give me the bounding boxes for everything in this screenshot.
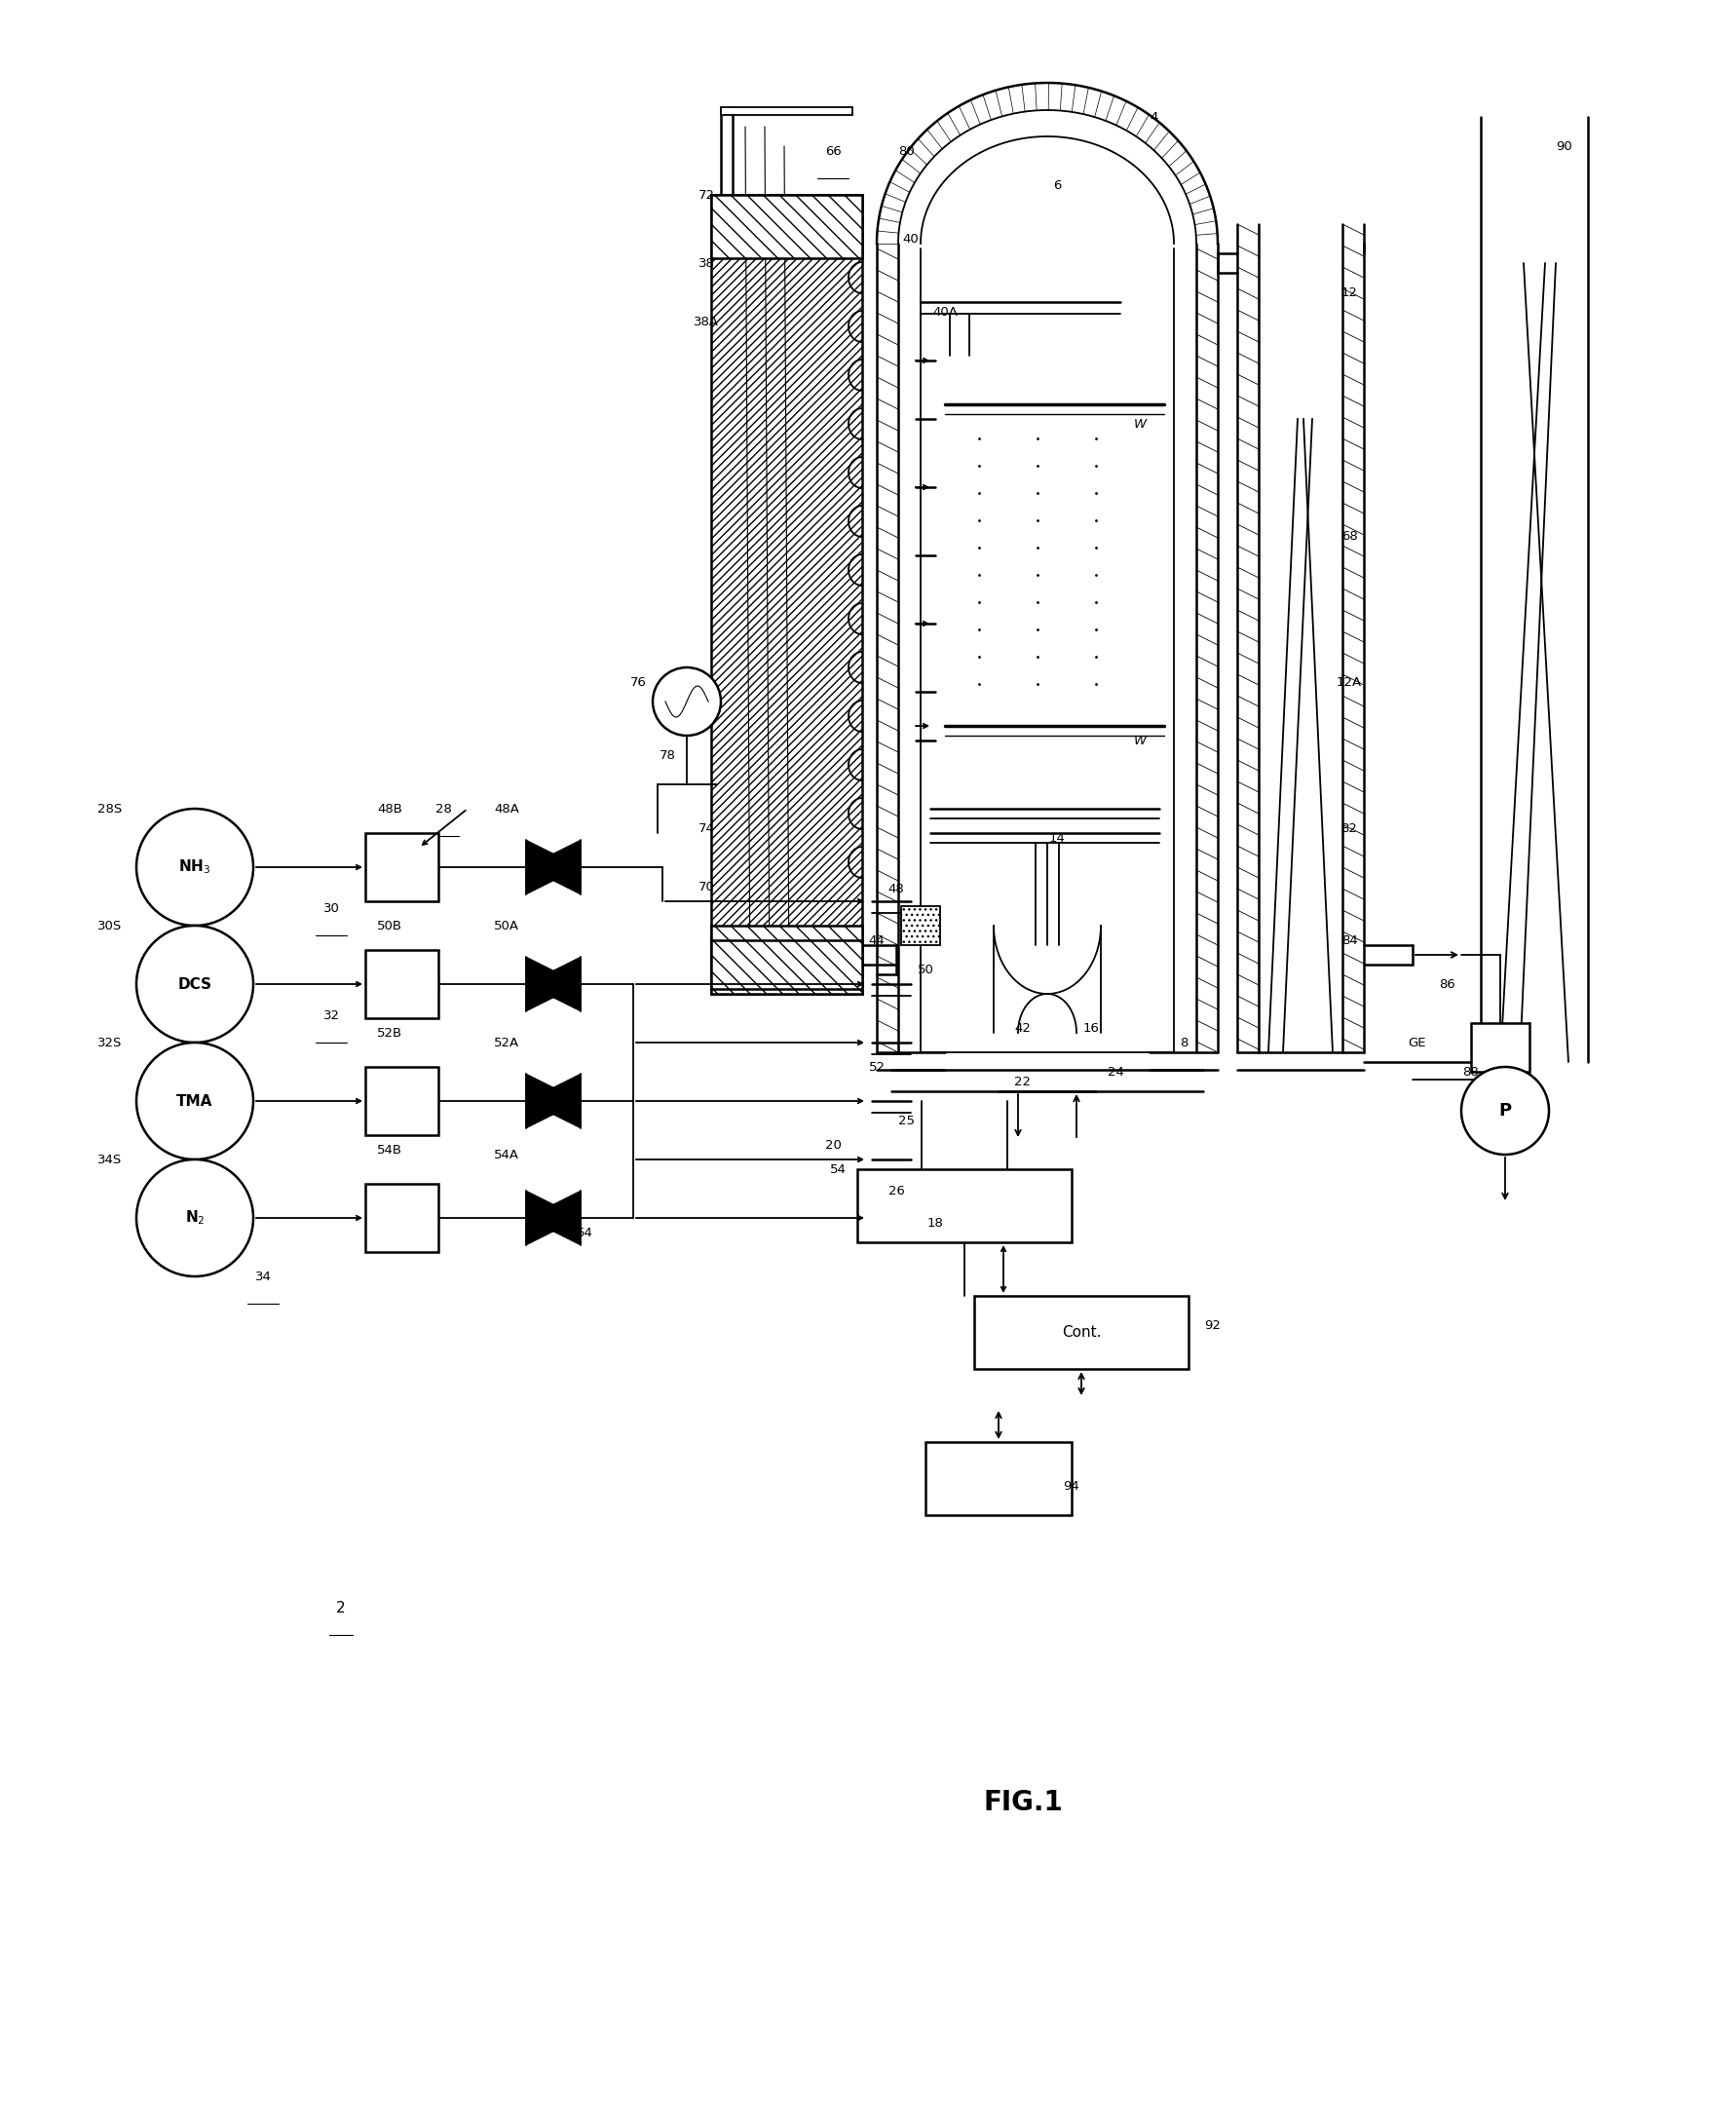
Text: 94: 94 [1064,1480,1080,1493]
Circle shape [653,668,720,736]
Circle shape [137,1159,253,1276]
Bar [365,1068,439,1136]
Circle shape [137,1042,253,1159]
Text: N$_2$: N$_2$ [184,1208,205,1227]
Circle shape [1462,1068,1549,1155]
Polygon shape [526,840,580,895]
Text: 20: 20 [825,1138,842,1151]
Polygon shape [526,1074,580,1127]
Text: 82: 82 [1340,821,1358,834]
Text: 78: 78 [660,749,675,761]
Text: 16: 16 [1083,1021,1099,1034]
Text: TMA: TMA [177,1093,214,1108]
Circle shape [137,808,253,925]
Text: 32S: 32S [97,1036,122,1049]
Text: 38A: 38A [694,315,719,328]
Text: 88: 88 [1463,1066,1479,1078]
Text: 84: 84 [1342,934,1358,947]
Polygon shape [526,1191,580,1244]
Text: 34: 34 [255,1270,271,1283]
Text: 50A: 50A [495,919,519,932]
Bar [858,1170,1071,1242]
Bar [974,1295,1189,1370]
Text: 44: 44 [868,934,885,947]
Polygon shape [526,957,580,1010]
Text: 48A: 48A [495,802,519,815]
Bar [712,925,863,993]
Text: NH$_3$: NH$_3$ [179,857,212,876]
Text: 86: 86 [1439,978,1455,991]
Text: 25: 25 [898,1115,915,1127]
Text: 68: 68 [1342,530,1358,542]
Text: 28S: 28S [97,802,122,815]
Bar [712,196,863,993]
Bar [925,1442,1071,1514]
Text: P: P [1498,1102,1512,1119]
Text: 14: 14 [1049,832,1066,844]
Text: FIG.1: FIG.1 [983,1789,1062,1816]
Text: 42: 42 [1014,1021,1031,1034]
Bar [901,906,941,944]
Text: 54B: 54B [377,1144,403,1157]
Text: 70: 70 [698,881,715,893]
Text: 52B: 52B [377,1027,403,1040]
Polygon shape [526,840,580,895]
Circle shape [137,925,253,1042]
Text: 2: 2 [337,1600,345,1614]
Text: 52: 52 [868,1061,885,1074]
Text: 38: 38 [698,257,715,270]
Text: W: W [1134,734,1146,747]
Bar [712,196,863,257]
Text: 32: 32 [323,1008,340,1021]
Bar [720,106,852,115]
Text: 30S: 30S [97,919,122,932]
Text: 28: 28 [436,802,451,815]
Bar [365,1185,439,1253]
Text: 34S: 34S [97,1153,122,1166]
Text: 24: 24 [1108,1066,1123,1078]
Text: 12A: 12A [1337,676,1363,689]
Text: 72: 72 [698,189,715,202]
Text: 30: 30 [323,902,340,915]
Text: 92: 92 [1205,1319,1220,1332]
Text: 66: 66 [825,145,840,157]
Text: 50B: 50B [377,919,403,932]
Text: 52A: 52A [493,1036,519,1049]
Polygon shape [526,1074,580,1127]
Polygon shape [526,957,580,1010]
Text: 90: 90 [1555,140,1571,153]
Polygon shape [526,1191,580,1244]
Text: 74: 74 [698,821,715,834]
Text: 8: 8 [1179,1036,1187,1049]
Text: 4: 4 [1151,111,1158,123]
Text: 50: 50 [917,964,934,976]
Text: 26: 26 [889,1185,904,1198]
Bar [1470,1023,1529,1072]
Text: 40: 40 [903,232,918,245]
Text: 6: 6 [1054,179,1061,191]
Text: 80: 80 [898,145,915,157]
Bar [365,951,439,1019]
Text: W: W [1134,417,1146,430]
Text: 18: 18 [927,1217,943,1229]
Text: 48B: 48B [377,802,403,815]
Text: 12: 12 [1340,285,1358,298]
Text: 54: 54 [576,1227,592,1238]
Text: 54A: 54A [495,1149,519,1161]
Bar [712,940,863,989]
Text: 40A: 40A [932,306,958,319]
Text: Cont.: Cont. [1062,1325,1101,1340]
Text: 48: 48 [889,883,904,895]
Text: DCS: DCS [177,976,212,991]
Text: GE: GE [1408,1036,1427,1049]
Text: 22: 22 [1014,1074,1031,1087]
Bar [365,834,439,902]
Text: 76: 76 [630,676,646,689]
Text: 54: 54 [830,1163,845,1176]
